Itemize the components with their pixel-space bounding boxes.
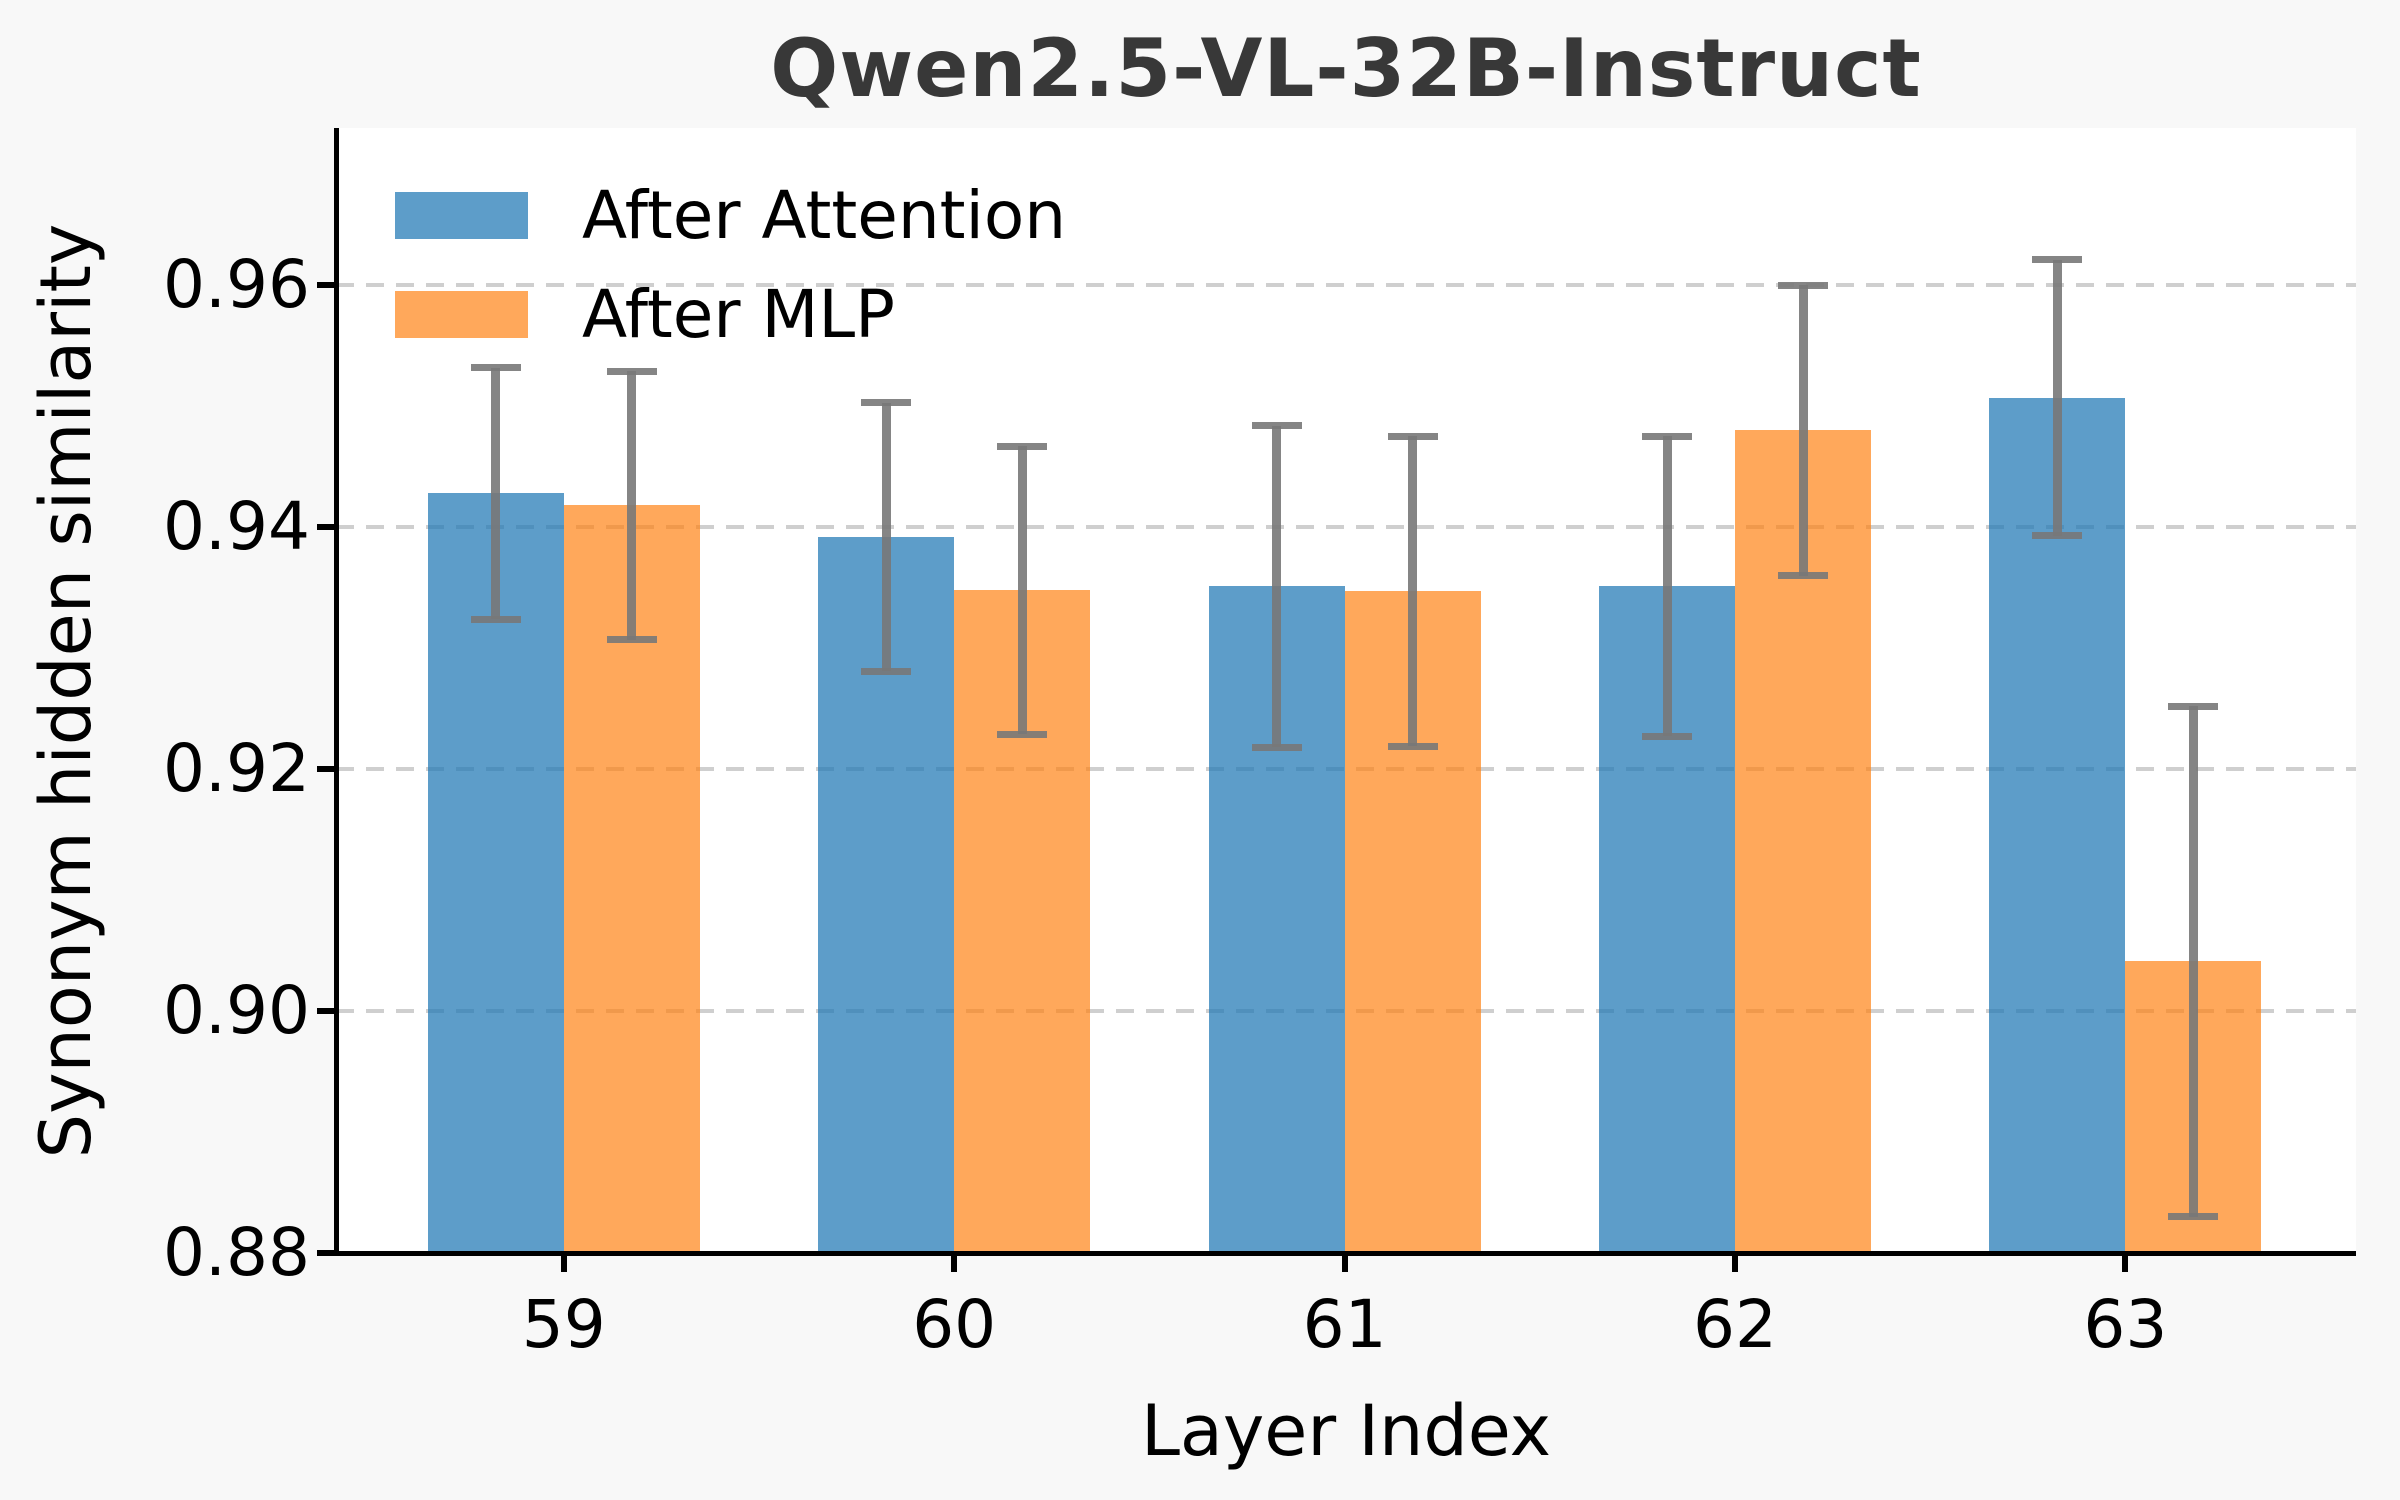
errorbar-line — [2052, 259, 2062, 536]
errorbar-line — [881, 402, 891, 672]
errorbar-cap-bottom — [1642, 732, 1692, 740]
y-tick — [317, 766, 336, 773]
errorbar-cap-bottom — [2168, 1213, 2219, 1221]
errorbar-line — [1798, 285, 1808, 576]
errorbar-cap-top — [861, 399, 912, 407]
gridline-0.96 — [336, 283, 2356, 288]
x-tick — [1732, 1253, 1738, 1272]
errorbar-cap-top — [1387, 432, 1438, 440]
x-tick-label: 63 — [2083, 1286, 2168, 1363]
bar-after-attention-63 — [1989, 397, 2126, 1253]
errorbar-cap-bottom — [861, 667, 912, 675]
errorbar-line — [491, 367, 501, 620]
y-tick-label: 0.88 — [163, 1214, 310, 1291]
legend-swatch-after-mlp — [395, 291, 528, 338]
errorbar-line — [2188, 706, 2198, 1217]
y-tick-label: 0.90 — [163, 972, 310, 1050]
chart-title: Qwen2.5-VL-32B-Instruct — [770, 22, 1922, 115]
errorbar-cap-bottom — [1387, 742, 1438, 750]
x-tick — [951, 1253, 958, 1272]
y-tick — [317, 524, 336, 531]
errorbar-cap-top — [2168, 702, 2219, 710]
errorbar-cap-top — [2032, 256, 2083, 264]
x-tick-label: 60 — [912, 1286, 997, 1363]
x-tick-label: 59 — [521, 1286, 606, 1363]
y-tick — [317, 282, 336, 289]
errorbar-line — [1017, 446, 1027, 735]
errorbar-cap-top — [606, 367, 657, 375]
x-tick — [560, 1253, 567, 1272]
errorbar-cap-top — [997, 442, 1048, 450]
errorbar-cap-bottom — [997, 730, 1048, 738]
errorbar-line — [1272, 425, 1282, 748]
errorbar-cap-top — [470, 364, 521, 372]
errorbar-line — [1408, 436, 1418, 747]
x-tick-label: 61 — [1302, 1286, 1387, 1363]
errorbar-cap-top — [1251, 422, 1302, 430]
errorbar-line — [627, 371, 637, 640]
x-tick — [1341, 1253, 1348, 1272]
errorbar-cap-bottom — [1778, 572, 1828, 580]
errorbar-line — [1662, 436, 1672, 737]
errorbar-cap-bottom — [2032, 532, 2083, 540]
gridline-0.94 — [336, 525, 2356, 530]
errorbar-cap-top — [1778, 281, 1828, 289]
legend-swatch-after-attention — [395, 192, 528, 239]
x-tick — [2122, 1253, 2129, 1272]
legend-label-after-mlp: After MLP — [582, 276, 895, 353]
y-tick — [317, 1008, 336, 1015]
legend: After Attention After MLP — [395, 183, 1095, 442]
errorbar-cap-top — [1642, 432, 1692, 440]
x-tick-label: 62 — [1693, 1286, 1777, 1363]
x-axis-label: Layer Index — [1140, 1390, 1552, 1472]
y-tick-label: 0.94 — [163, 488, 310, 566]
y-tick — [317, 1250, 336, 1256]
y-tick-label: 0.96 — [163, 246, 310, 324]
errorbar-cap-bottom — [1251, 743, 1302, 751]
y-axis-spine — [333, 128, 339, 1256]
errorbar-cap-bottom — [606, 636, 657, 644]
errorbar-cap-bottom — [470, 615, 521, 623]
y-tick-label: 0.92 — [163, 730, 310, 808]
legend-label-after-attention: After Attention — [582, 177, 1067, 254]
